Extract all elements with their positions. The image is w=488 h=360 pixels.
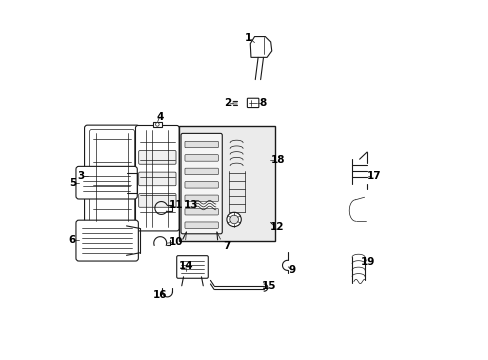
FancyBboxPatch shape xyxy=(181,134,222,234)
Text: 15: 15 xyxy=(261,281,276,291)
Text: 8: 8 xyxy=(259,98,266,108)
Polygon shape xyxy=(250,37,271,57)
Text: 17: 17 xyxy=(366,171,381,181)
Text: 7: 7 xyxy=(223,241,230,251)
Text: 5: 5 xyxy=(69,178,76,188)
FancyBboxPatch shape xyxy=(184,155,218,161)
Text: 2: 2 xyxy=(223,98,230,108)
Text: 6: 6 xyxy=(69,235,76,245)
FancyBboxPatch shape xyxy=(135,126,179,231)
Text: 19: 19 xyxy=(360,257,374,267)
FancyBboxPatch shape xyxy=(247,98,258,108)
Text: 11: 11 xyxy=(169,200,183,210)
Text: 18: 18 xyxy=(270,155,285,165)
Text: 4: 4 xyxy=(156,112,163,122)
Text: 16: 16 xyxy=(153,291,167,301)
FancyBboxPatch shape xyxy=(76,166,137,199)
Text: 9: 9 xyxy=(288,265,295,275)
Text: 12: 12 xyxy=(269,222,284,231)
Text: 13: 13 xyxy=(183,200,198,210)
FancyBboxPatch shape xyxy=(184,168,218,175)
FancyBboxPatch shape xyxy=(184,141,218,148)
FancyBboxPatch shape xyxy=(176,256,208,278)
Circle shape xyxy=(226,212,241,226)
Bar xyxy=(178,126,275,241)
Text: 3: 3 xyxy=(77,171,84,181)
Circle shape xyxy=(155,123,159,126)
Bar xyxy=(153,122,162,127)
FancyBboxPatch shape xyxy=(184,195,218,202)
FancyBboxPatch shape xyxy=(184,222,218,228)
FancyBboxPatch shape xyxy=(184,181,218,188)
Text: 1: 1 xyxy=(244,33,251,43)
FancyBboxPatch shape xyxy=(184,208,218,215)
FancyBboxPatch shape xyxy=(139,150,176,164)
Circle shape xyxy=(229,215,238,224)
Text: 14: 14 xyxy=(179,261,193,271)
FancyBboxPatch shape xyxy=(76,220,138,261)
FancyBboxPatch shape xyxy=(139,172,176,186)
Text: 10: 10 xyxy=(168,237,183,247)
FancyBboxPatch shape xyxy=(84,125,139,231)
FancyBboxPatch shape xyxy=(139,194,176,207)
